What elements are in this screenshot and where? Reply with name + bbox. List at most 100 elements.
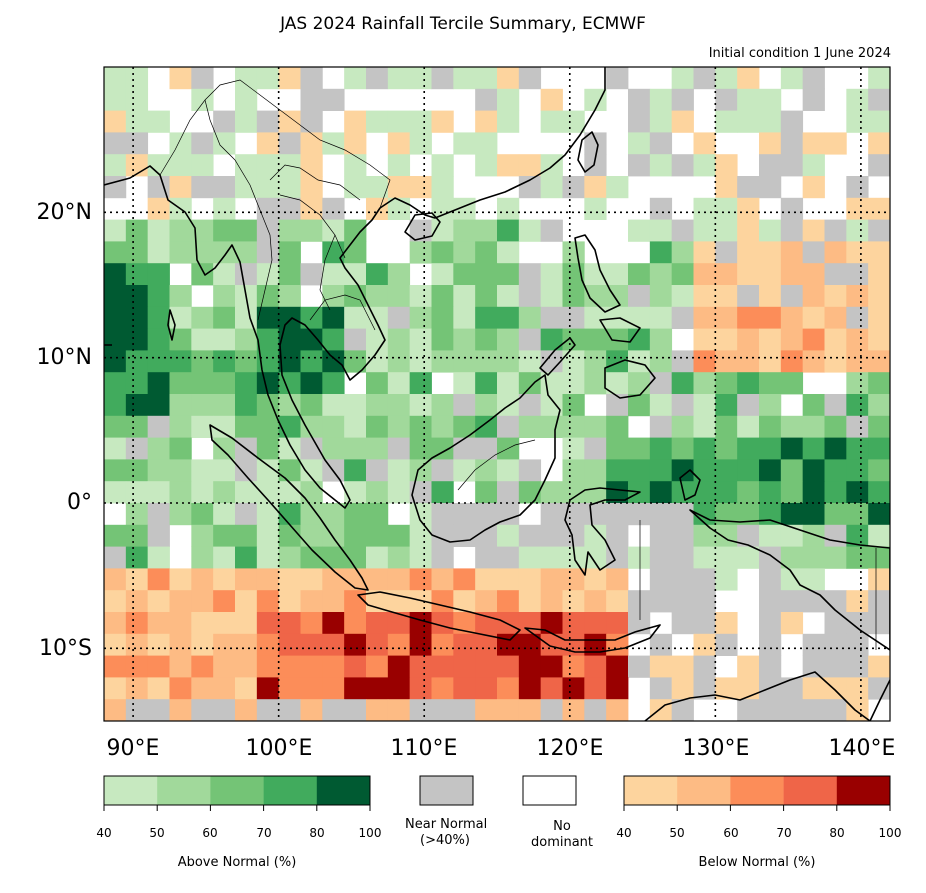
- forecast-cell: [104, 176, 127, 199]
- below-colorbar-frame: [623, 775, 891, 806]
- forecast-cell: [256, 437, 280, 460]
- forecast-cell: [475, 132, 498, 155]
- forecast-cell: [344, 699, 367, 721]
- forecast-cell: [802, 524, 825, 547]
- visayas-coast: [599, 317, 641, 343]
- forecast-cell: [278, 67, 301, 90]
- forecast-cell: [453, 350, 476, 373]
- forecast-cell: [759, 132, 782, 155]
- forecast-cell: [715, 481, 738, 504]
- forecast-cell: [737, 88, 760, 111]
- graticule: [104, 67, 890, 721]
- forecast-cell: [737, 197, 760, 220]
- forecast-cell: [540, 154, 563, 177]
- forecast-cell: [540, 415, 563, 438]
- forecast-cell: [497, 612, 520, 635]
- below-tick-70: 70: [776, 826, 792, 840]
- forecast-cell: [868, 546, 890, 569]
- forecast-cell: [868, 394, 890, 417]
- forecast-cell: [802, 328, 825, 351]
- forecast-cell: [409, 481, 432, 504]
- forecast-cell: [344, 241, 367, 264]
- forecast-cell: [475, 263, 498, 286]
- forecast-cell: [802, 481, 825, 504]
- forecast-cell: [453, 568, 476, 591]
- forecast-cell: [671, 590, 694, 613]
- forecast-cell: [213, 372, 236, 395]
- forecast-cell: [191, 568, 214, 591]
- forecast-cell: [213, 481, 236, 504]
- forecast-cell: [147, 372, 170, 395]
- below-colorbar-swatch: [730, 776, 784, 805]
- forecast-cell: [387, 568, 411, 591]
- forecast-cell: [104, 372, 127, 395]
- forecast-cell: [235, 481, 258, 504]
- above-tick-80: 80: [309, 826, 325, 840]
- forecast-cell: [606, 415, 629, 438]
- forecast-cell: [278, 677, 301, 700]
- forecast-cell: [628, 590, 651, 613]
- forecast-cell: [147, 394, 170, 417]
- forecast-cell: [104, 546, 127, 569]
- forecast-cell: [584, 88, 607, 111]
- forecast-cell: [453, 241, 476, 264]
- forecast-cell: [780, 415, 804, 438]
- forecast-cell: [278, 197, 301, 220]
- above-colorbar-swatch: [210, 776, 264, 805]
- forecast-cell: [366, 110, 389, 133]
- forecast-cell: [431, 415, 454, 438]
- forecast-cell: [562, 285, 585, 308]
- forecast-cell: [649, 197, 673, 220]
- forecast-cell: [256, 459, 280, 482]
- forecast-cell: [715, 546, 738, 569]
- forecast-cell: [540, 633, 563, 656]
- forecast-cell: [278, 263, 301, 286]
- forecast-cell: [475, 437, 498, 460]
- forecast-cell: [693, 132, 716, 155]
- forecast-cell: [300, 481, 323, 504]
- forecast-cell: [693, 677, 716, 700]
- forecast-cell: [300, 88, 323, 111]
- lon-label-120e: 120°E: [536, 736, 604, 761]
- forecast-cell: [824, 285, 847, 308]
- forecast-cell: [322, 568, 345, 591]
- forecast-cell: [475, 394, 498, 417]
- forecast-cell: [147, 110, 170, 133]
- forecast-cell: [649, 677, 673, 700]
- forecast-cell: [802, 263, 825, 286]
- forecast-cell: [518, 154, 542, 177]
- forecast-cell: [125, 568, 149, 591]
- australia-coast: [644, 671, 871, 721]
- forecast-cell: [824, 394, 847, 417]
- country-borders: [159, 79, 877, 650]
- forecast-cell: [278, 372, 301, 395]
- forecast-cell: [846, 263, 869, 286]
- forecast-cell: [540, 372, 563, 395]
- forecast-cell: [191, 699, 214, 721]
- forecast-cell: [344, 110, 367, 133]
- forecast-cell: [125, 481, 149, 504]
- lat-label-10s: 10°S: [39, 636, 92, 661]
- forecast-cell: [649, 633, 673, 656]
- forecast-cell: [475, 241, 498, 264]
- forecast-cell: [409, 503, 432, 526]
- forecast-cell: [518, 372, 542, 395]
- forecast-cell: [278, 612, 301, 635]
- forecast-cell: [846, 633, 869, 656]
- forecast-cell: [104, 590, 127, 613]
- forecast-cell: [300, 263, 323, 286]
- forecast-cell: [628, 394, 651, 417]
- forecast-cell: [213, 328, 236, 351]
- forecast-cell: [300, 67, 323, 90]
- forecast-cell: [169, 633, 192, 656]
- forecast-cell: [235, 263, 258, 286]
- forecast-cell: [868, 503, 890, 526]
- forecast-cell: [125, 699, 149, 721]
- forecast-cell: [693, 633, 716, 656]
- forecast-cell: [497, 285, 520, 308]
- forecast-cell: [671, 263, 694, 286]
- forecast-cell: [409, 394, 432, 417]
- forecast-cell: [191, 524, 214, 547]
- forecast-cell: [475, 328, 498, 351]
- forecast-cell: [104, 285, 127, 308]
